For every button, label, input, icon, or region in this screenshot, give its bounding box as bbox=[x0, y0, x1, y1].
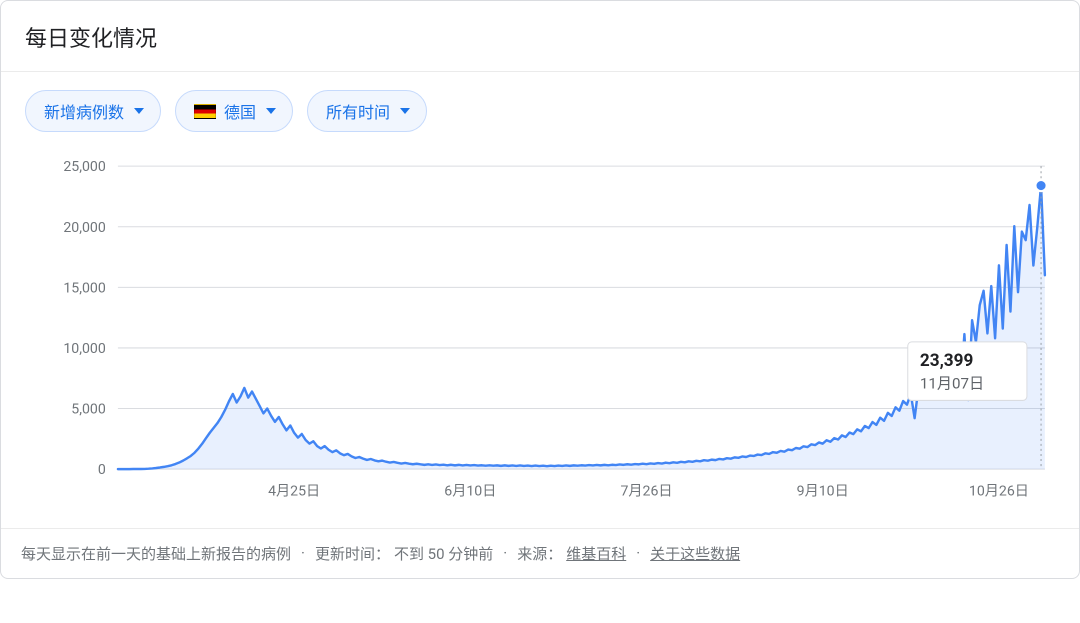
timespan-label: 所有时间 bbox=[326, 99, 390, 123]
new-cases-line-chart[interactable]: 0 5,000 10,000 15,000 20,000 25,000 4月25日 6月10日… bbox=[25, 148, 1055, 512]
region-label: 德国 bbox=[224, 99, 256, 123]
germany-flag-icon bbox=[194, 104, 216, 119]
caret-down-icon bbox=[134, 108, 144, 114]
metric-dropdown[interactable]: 新增病例数 bbox=[25, 90, 161, 132]
footer-note: 每天显示在前一天的基础上新报告的病例 bbox=[21, 543, 291, 564]
svg-text:20,000: 20,000 bbox=[63, 220, 106, 236]
svg-text:6月10日: 6月10日 bbox=[444, 483, 496, 499]
separator-dot: · bbox=[636, 544, 640, 562]
separator-dot: · bbox=[503, 544, 507, 562]
card-title: 每日变化情况 bbox=[25, 21, 1055, 53]
source-link[interactable]: 维基百科 bbox=[566, 543, 626, 564]
controls-row: 新增病例数 德国 所有时间 bbox=[1, 72, 1079, 140]
svg-text:7月26日: 7月26日 bbox=[620, 483, 672, 499]
timespan-dropdown[interactable]: 所有时间 bbox=[307, 90, 427, 132]
region-dropdown[interactable]: 德国 bbox=[175, 90, 293, 132]
about-data-link[interactable]: 关于这些数据 bbox=[650, 543, 740, 564]
source-label: 来源： bbox=[517, 543, 562, 564]
updated-value: 不到 50 分钟前 bbox=[394, 543, 493, 564]
caret-down-icon bbox=[400, 108, 410, 114]
card-header: 每日变化情况 bbox=[1, 1, 1079, 72]
svg-text:15,000: 15,000 bbox=[63, 280, 106, 296]
svg-text:23,399: 23,399 bbox=[920, 351, 973, 371]
chart-container: 0 5,000 10,000 15,000 20,000 25,000 4月25日 6月10日… bbox=[1, 140, 1079, 528]
caret-down-icon bbox=[266, 108, 276, 114]
svg-text:10月26日: 10月26日 bbox=[969, 483, 1029, 499]
svg-text:5,000: 5,000 bbox=[71, 402, 106, 418]
svg-text:25,000: 25,000 bbox=[63, 159, 106, 175]
card-footer: 每天显示在前一天的基础上新报告的病例 · 更新时间： 不到 50 分钟前 · 来… bbox=[1, 528, 1079, 578]
svg-text:11月07日: 11月07日 bbox=[920, 374, 984, 392]
metric-label: 新增病例数 bbox=[44, 99, 124, 123]
svg-text:0: 0 bbox=[98, 462, 106, 478]
svg-text:4月25日: 4月25日 bbox=[268, 483, 320, 499]
svg-text:9月10日: 9月10日 bbox=[797, 483, 849, 499]
svg-text:10,000: 10,000 bbox=[63, 341, 106, 357]
updated-label: 更新时间： bbox=[315, 543, 390, 564]
daily-change-card: 每日变化情况 新增病例数 德国 所有时间 0 5,000 10,000 15,000 2… bbox=[0, 0, 1080, 579]
separator-dot: · bbox=[301, 544, 305, 562]
